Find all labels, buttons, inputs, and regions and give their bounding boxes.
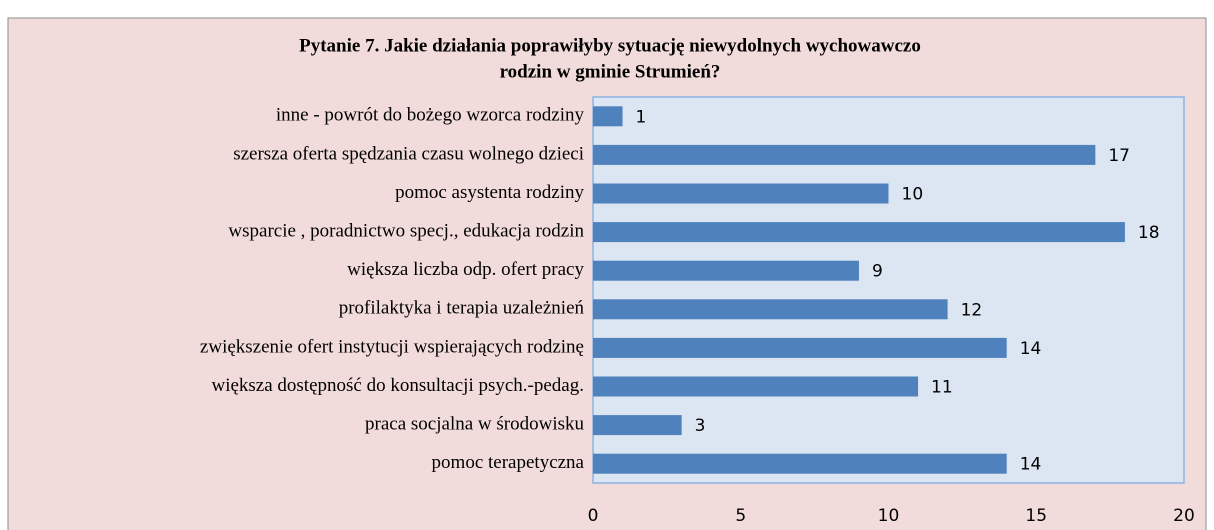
x-tick-label: 15 (1025, 506, 1047, 526)
y-tick-label: większa liczba odp. ofert pracy (347, 259, 584, 280)
data-label: 11 (931, 378, 953, 398)
chart-title: Pytanie 7. Jakie działania poprawiłyby s… (299, 35, 921, 56)
x-tick-label: 20 (1173, 506, 1195, 526)
bar (593, 415, 682, 436)
data-label: 14 (1020, 455, 1042, 475)
data-label: 12 (961, 300, 983, 320)
bar (593, 299, 948, 320)
x-tick-label: 5 (735, 506, 746, 526)
data-label: 3 (695, 416, 706, 436)
y-tick-label: inne - powrót do bożego wzorca rodziny (276, 105, 585, 126)
y-tick-label: zwiększenie ofert instytucji wspierający… (200, 336, 584, 357)
data-label: 1 (636, 107, 647, 127)
y-tick-label: większa dostępność do konsultacji psych.… (211, 375, 584, 396)
bar (593, 222, 1125, 243)
y-tick-label: pomoc terapetyczna (432, 452, 585, 473)
data-label: 18 (1138, 223, 1160, 243)
y-tick-label: profilaktyka i terapia uzależnień (339, 298, 585, 319)
bar (593, 260, 859, 281)
bar (593, 183, 889, 204)
chart-title: rodzin w gminie Strumień? (500, 61, 721, 82)
y-tick-label: wsparcie , poradnictwo specj., edukacja … (228, 220, 584, 241)
data-label: 14 (1020, 339, 1042, 359)
x-tick-label: 0 (588, 506, 599, 526)
bar (593, 376, 919, 397)
data-label: 10 (902, 185, 924, 205)
y-tick-label: szersza oferta spędzania czasu wolnego d… (233, 143, 584, 164)
bar (593, 106, 623, 127)
x-tick-label: 10 (878, 506, 900, 526)
data-label: 17 (1108, 146, 1130, 166)
bar (593, 453, 1007, 474)
y-tick-label: pomoc asystenta rodziny (395, 182, 584, 203)
data-label: 9 (872, 262, 883, 282)
y-tick-label: praca socjalna w środowisku (365, 413, 584, 434)
bar (593, 144, 1096, 165)
bar (593, 337, 1007, 358)
